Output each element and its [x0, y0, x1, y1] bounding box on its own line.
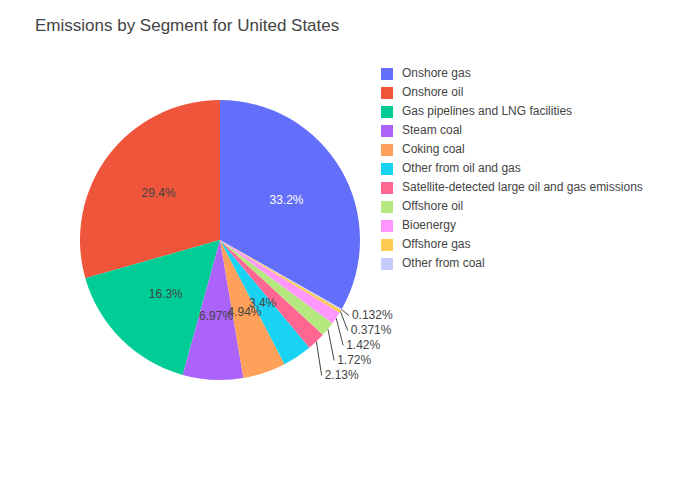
- slice: [220, 240, 341, 313]
- legend-item[interactable]: Other from oil and gas: [381, 161, 521, 175]
- legend-swatch: [381, 258, 393, 270]
- legend-label: Bioenergy: [402, 218, 456, 232]
- legend-item[interactable]: Satellite-detected large oil and gas emi…: [381, 180, 643, 194]
- legend-item[interactable]: Onshore oil: [381, 85, 463, 99]
- data-label: 33.2%: [270, 193, 304, 207]
- background: [0, 0, 700, 500]
- legend-swatch: [381, 87, 393, 99]
- legend-item[interactable]: Other from coal: [381, 256, 485, 270]
- legend-swatch: [381, 220, 393, 232]
- legend-item[interactable]: Coking coal: [381, 142, 465, 156]
- legend-label: Coking coal: [402, 142, 465, 156]
- slice: [220, 240, 340, 323]
- data-label: 29.4%: [142, 186, 176, 200]
- leader-line: [336, 318, 343, 345]
- legend-item[interactable]: Offshore oil: [381, 199, 463, 213]
- legend-item[interactable]: Steam coal: [381, 123, 462, 137]
- data-label: 0.371%: [351, 323, 392, 337]
- legend-item[interactable]: Bioenergy: [381, 218, 456, 232]
- data-label: 2.13%: [325, 368, 359, 382]
- slice: [220, 240, 342, 310]
- legend-swatch: [381, 182, 393, 194]
- legend-label: Gas pipelines and LNG facilities: [402, 104, 572, 118]
- legend-swatch: [381, 163, 393, 175]
- legend-swatch: [381, 144, 393, 156]
- legend-label: Other from oil and gas: [402, 161, 521, 175]
- legend-label: Steam coal: [402, 123, 462, 137]
- leader-line: [316, 342, 321, 376]
- data-label: 3.4%: [249, 296, 277, 310]
- legend-label: Offshore gas: [402, 237, 470, 251]
- legend-swatch: [381, 106, 393, 118]
- legend-item[interactable]: Gas pipelines and LNG facilities: [381, 104, 572, 118]
- legend-swatch: [381, 125, 393, 137]
- chart: Emissions by Segment for United States 33…: [0, 0, 700, 500]
- slice: [220, 240, 333, 335]
- legend-item[interactable]: Onshore gas: [381, 66, 471, 80]
- legend-label: Onshore oil: [402, 85, 463, 99]
- legend-swatch: [381, 239, 393, 251]
- legend-swatch: [381, 201, 393, 213]
- data-label: 1.42%: [346, 338, 380, 352]
- leader-line: [342, 310, 349, 316]
- data-label: 16.3%: [149, 287, 183, 301]
- legend-label: Offshore oil: [402, 199, 463, 213]
- data-labels: 33.2%29.4%16.3%6.97%4.94%3.4%0.132%0.371…: [142, 186, 393, 382]
- pie: [80, 100, 360, 380]
- legend-item[interactable]: Offshore gas: [381, 237, 470, 251]
- legend-label: Satellite-detected large oil and gas emi…: [402, 180, 643, 194]
- legend-label: Onshore gas: [402, 66, 471, 80]
- data-label: 1.72%: [337, 353, 371, 367]
- title: Emissions by Segment for United States: [35, 16, 339, 35]
- legend: Onshore gas Onshore oil Gas pipelines and …: [381, 66, 643, 270]
- legend-swatch: [381, 68, 393, 80]
- legend-label: Other from coal: [402, 256, 485, 270]
- data-label: 0.132%: [352, 308, 393, 322]
- leader-line: [328, 329, 334, 360]
- leader-line: [340, 311, 347, 330]
